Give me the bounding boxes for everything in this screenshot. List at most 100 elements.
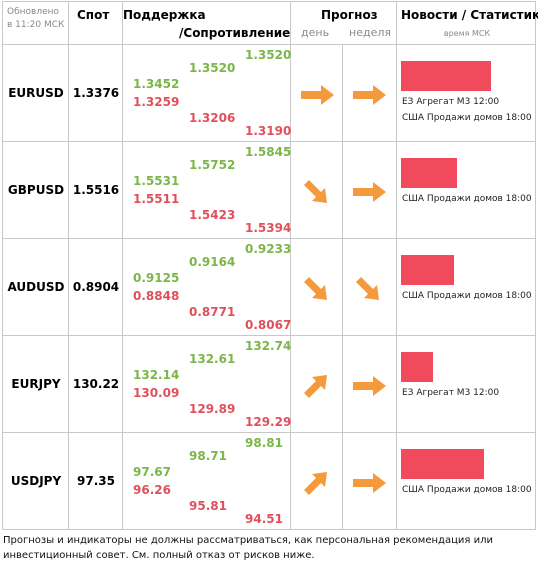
arrow-down-right-icon [301, 274, 331, 308]
resistance-2: 1.3206 [189, 111, 236, 125]
header-spot-cell: Спот [69, 2, 123, 44]
support-3: 1.3520 [245, 48, 292, 62]
support-1: 1.5531 [133, 174, 180, 188]
forecast-week-cell [343, 45, 397, 141]
spot-price: 1.5516 [72, 183, 120, 197]
resistance-3: 129.29 [245, 415, 292, 429]
arrow-right-icon [353, 181, 387, 207]
arrow-up-right-icon [301, 468, 331, 502]
table-body: EURUSD 1.3376 1.3452 1.3259 1.3520 1.3206 1.35… [3, 45, 535, 529]
header-week-cell [343, 2, 397, 44]
news-cell: США Продажи домов 18:00 [397, 239, 537, 335]
support-2: 132.61 [189, 352, 236, 366]
support-3: 132.74 [245, 339, 292, 353]
pair-cell: GBPUSD [3, 142, 69, 238]
news-time-label: время МСК [443, 29, 491, 38]
table-row: AUDUSD 0.8904 0.9125 0.8848 0.9164 0.8771 0.92… [3, 239, 535, 336]
spot-price: 0.8904 [72, 280, 120, 294]
support-2: 1.5752 [189, 158, 236, 172]
forecast-day-cell [291, 45, 343, 141]
level2-cell: 98.71 95.81 [179, 433, 235, 529]
resistance-2: 1.5423 [189, 208, 236, 222]
day-header: день [301, 26, 330, 39]
news-item: ЕЗ Агрегат М3 12:00 [402, 388, 500, 398]
news-cell: ЕЗ Агрегат М3 12:00 США Продажи домов 18:… [397, 45, 537, 141]
spot-cell: 97.35 [69, 433, 123, 529]
week-header: неделя [349, 26, 391, 39]
news-impact-bar [401, 61, 491, 91]
pair-symbol: AUDUSD [7, 280, 65, 294]
spot-cell: 0.8904 [69, 239, 123, 335]
pair-symbol: EURUSD [8, 86, 64, 100]
level3-cell: 1.3520 1.3190 [235, 45, 291, 141]
forecast-week-cell [343, 336, 397, 432]
support-1: 1.3452 [133, 77, 180, 91]
pair-cell: EURUSD [3, 45, 69, 141]
spot-cell: 1.5516 [69, 142, 123, 238]
resistance-3: 94.51 [245, 512, 283, 526]
news-header: Новости / Статистика [401, 8, 538, 22]
support-header: Поддержка [123, 8, 206, 22]
pair-cell: USDJPY [3, 433, 69, 529]
forecast-week-cell [343, 433, 397, 529]
pair-symbol: USDJPY [10, 474, 62, 488]
arrow-down-right-icon [353, 274, 383, 308]
arrow-right-icon [353, 84, 387, 110]
resistance-1: 96.26 [133, 483, 171, 497]
level2-cell: 0.9164 0.8771 [179, 239, 235, 335]
level2-cell: 132.61 129.89 [179, 336, 235, 432]
pair-cell: EURJPY [3, 336, 69, 432]
disclaimer: Прогнозы и индикаторы не должны рассматр… [3, 535, 493, 561]
news-impact-bar [401, 352, 433, 382]
resistance-1: 1.5511 [133, 192, 180, 206]
resistance-1: 130.09 [133, 386, 180, 400]
spot-price: 1.3376 [72, 86, 120, 100]
pair-symbol: EURJPY [11, 377, 61, 391]
table-row: EURJPY 130.22 132.14 130.09 132.61 129.89 132.… [3, 336, 535, 433]
header-blank-cell [179, 2, 235, 44]
arrow-right-icon [353, 375, 387, 401]
level2-cell: 1.5752 1.5423 [179, 142, 235, 238]
news-cell: США Продажи домов 18:00 [397, 433, 537, 529]
spot-cell: 1.3376 [69, 45, 123, 141]
spot-price: 97.35 [77, 474, 115, 488]
support-2: 0.9164 [189, 255, 236, 269]
header-forecast-cell: Прогноз день неделя [291, 2, 391, 44]
support-2: 1.3520 [189, 61, 236, 75]
header-updated-cell: Обновлено в 11:20 МСК [3, 2, 69, 44]
resistance-3: 1.5394 [245, 221, 292, 235]
level3-cell: 1.5845 1.5394 [235, 142, 291, 238]
support-1: 97.67 [133, 465, 171, 479]
resistance-2: 0.8771 [189, 305, 236, 319]
level3-cell: 0.9233 0.8067 [235, 239, 291, 335]
table-header: Обновлено в 11:20 МСК Спот Поддержка /Со… [3, 2, 538, 45]
spot-header: Спот [77, 8, 110, 22]
pair-cell: AUDUSD [3, 239, 69, 335]
arrow-up-right-icon [301, 371, 331, 405]
table-row: GBPUSD 1.5516 1.5531 1.5511 1.5752 1.5423 1.58… [3, 142, 535, 239]
level1-cell: 97.67 96.26 [123, 433, 179, 529]
news-cell: США Продажи домов 18:00 [397, 142, 537, 238]
news-item: США Продажи домов 18:00 [402, 113, 532, 123]
forecast-day-cell [291, 142, 343, 238]
forecast-week-cell [343, 142, 397, 238]
resistance-2: 129.89 [189, 402, 236, 416]
level3-cell: 132.74 129.29 [235, 336, 291, 432]
forecast-day-cell [291, 336, 343, 432]
forecast-day-cell [291, 433, 343, 529]
support-3: 98.81 [245, 436, 283, 450]
support-1: 0.9125 [133, 271, 180, 285]
pair-symbol: GBPUSD [7, 183, 65, 197]
spot-price: 130.22 [72, 377, 120, 391]
spot-cell: 130.22 [69, 336, 123, 432]
level1-cell: 1.5531 1.5511 [123, 142, 179, 238]
level3-cell: 98.81 94.51 [235, 433, 291, 529]
level1-cell: 0.9125 0.8848 [123, 239, 179, 335]
arrow-right-icon [301, 84, 335, 110]
news-impact-bar [401, 158, 457, 188]
level1-cell: 132.14 130.09 [123, 336, 179, 432]
resistance-1: 0.8848 [133, 289, 180, 303]
news-item: США Продажи домов 18:00 [402, 485, 532, 495]
header-support-cell: Поддержка /Сопротивление [123, 2, 290, 44]
